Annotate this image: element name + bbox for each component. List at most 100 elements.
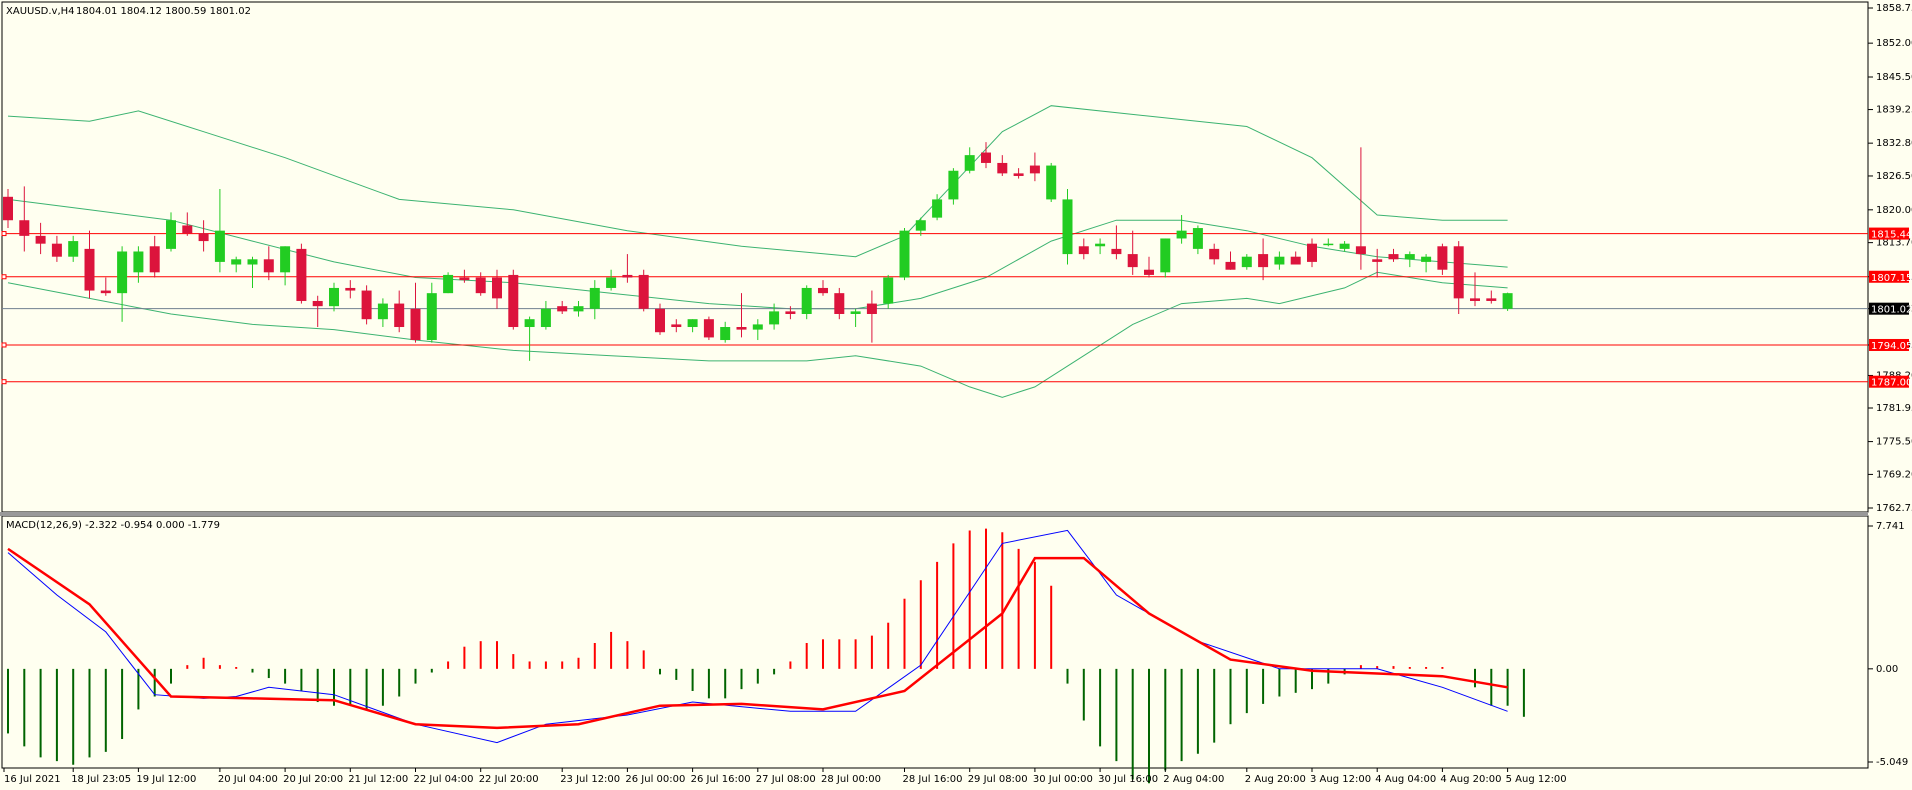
band-upper: [7, 105, 1508, 258]
candle: [1013, 168, 1024, 179]
candle: [1225, 251, 1236, 270]
candle: [1062, 188, 1073, 265]
candle: [915, 217, 926, 236]
candle-body: [1404, 254, 1415, 260]
candle-body: [1095, 243, 1106, 247]
macd-tick-label: 7.741: [1876, 521, 1905, 532]
time-tick-label: 26 Jul 00:00: [625, 774, 685, 785]
candle-body: [720, 327, 731, 341]
time-tick-label: 28 Jul 00:00: [821, 774, 881, 785]
level-price-box: [1869, 227, 1909, 240]
candle-body: [1437, 246, 1448, 270]
candle: [35, 222, 46, 255]
candle-body: [1388, 254, 1399, 260]
price-tick-label: 1769.20: [1876, 469, 1912, 480]
price-tick-label: 1781.95: [1876, 403, 1912, 414]
price-tick-label: 1826.50: [1876, 171, 1912, 182]
candle-body: [1111, 248, 1122, 255]
candle: [1388, 248, 1399, 262]
candle-body: [394, 303, 405, 328]
candle: [769, 303, 780, 330]
candle-body: [1421, 256, 1432, 262]
candle-body: [671, 324, 682, 328]
candle: [801, 285, 812, 320]
candle: [1127, 230, 1138, 275]
candle-body: [1290, 256, 1301, 265]
candle-body: [1078, 246, 1089, 255]
candle-body: [932, 199, 943, 218]
candle: [312, 295, 323, 328]
candle-body: [915, 220, 926, 231]
candle-body: [508, 274, 519, 328]
candle: [655, 303, 665, 335]
candle: [622, 254, 633, 283]
candle-body: [19, 220, 30, 236]
time-tick-label: 22 Jul 20:00: [479, 774, 539, 785]
candle: [426, 282, 437, 343]
candle-body: [263, 259, 274, 273]
candle: [981, 142, 991, 169]
candle: [818, 280, 828, 296]
candle: [540, 300, 551, 330]
candle-body: [557, 306, 568, 312]
candle-body: [1355, 246, 1366, 255]
level-price-label: 1807.15: [1871, 273, 1912, 284]
candle: [1355, 147, 1366, 270]
time-tick-label: 29 Jul 08:00: [968, 774, 1028, 785]
time-tick-label: 20 Jul 04:00: [218, 774, 278, 785]
level-price-label: 1787.00: [1871, 378, 1912, 389]
time-tick-label: 3 Aug 12:00: [1310, 774, 1371, 785]
candle: [638, 269, 649, 312]
candle: [1307, 238, 1317, 268]
candle: [214, 188, 225, 273]
candle-body: [280, 246, 291, 273]
candle: [280, 246, 291, 286]
candle-body: [1502, 293, 1513, 309]
candle-body: [1258, 254, 1269, 268]
candle-body: [312, 300, 323, 307]
candle: [68, 235, 79, 262]
candle-body: [981, 152, 991, 163]
candle-body: [149, 246, 160, 273]
candle: [1241, 254, 1252, 270]
candle-body: [3, 196, 13, 221]
candle-body: [866, 303, 877, 314]
macd-main-line: [7, 529, 1508, 744]
candle: [51, 235, 62, 262]
candle: [166, 212, 176, 252]
candle-body: [540, 308, 551, 328]
candle: [687, 319, 698, 333]
candle-body: [1062, 199, 1073, 255]
macd-tick-label: 0.00: [1876, 664, 1898, 675]
level-anchor: [1, 231, 7, 237]
candle-body: [410, 308, 421, 341]
candle: [785, 306, 796, 320]
candle: [997, 155, 1008, 176]
candle-body: [459, 277, 470, 281]
candle: [1404, 251, 1415, 268]
candle: [100, 277, 111, 296]
candle: [1323, 238, 1334, 247]
macd-title: MACD(12,26,9) -2.322 -0.954 0.000 -1.779: [6, 520, 220, 531]
candle: [606, 269, 617, 291]
panel-separator[interactable]: [0, 512, 1868, 516]
level-price-box: [1869, 270, 1909, 283]
candle-body: [573, 306, 584, 312]
candle: [883, 274, 894, 309]
candle-body: [84, 248, 95, 291]
candle: [1470, 272, 1480, 307]
candle: [247, 256, 258, 288]
candle-body: [133, 251, 144, 273]
candle-body: [1209, 248, 1220, 260]
price-tick-label: 1762.75: [1876, 503, 1912, 514]
candle: [1453, 241, 1464, 314]
candle-body: [964, 155, 975, 171]
candle: [296, 243, 307, 304]
candle-body: [606, 277, 617, 288]
candle: [850, 308, 861, 328]
candle: [508, 269, 519, 330]
ohlc-readout: 1804.01 1804.12 1800.59 1801.02: [76, 6, 251, 17]
candle-body: [785, 311, 796, 314]
candle: [1095, 238, 1106, 255]
